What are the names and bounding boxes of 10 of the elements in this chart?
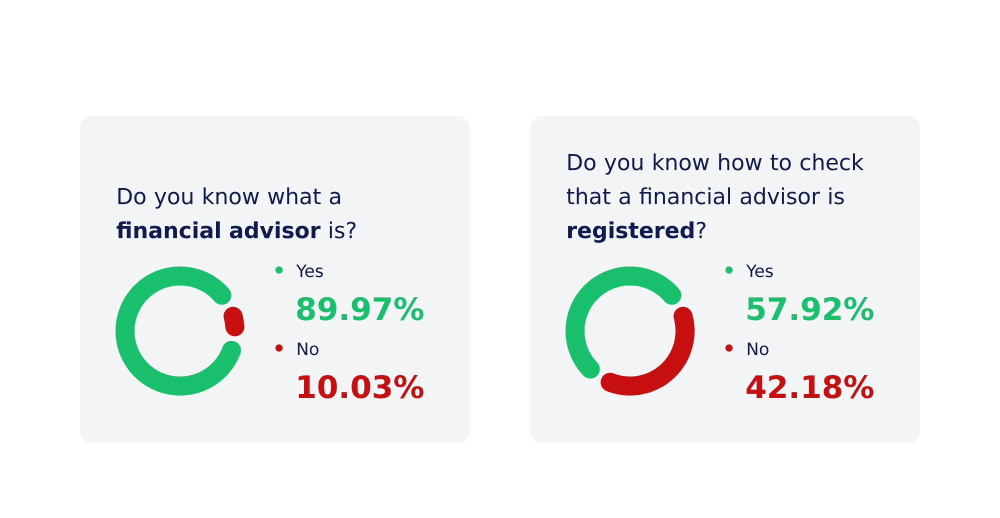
data-label: 10.03% bbox=[298, 374, 424, 398]
legend-label: Yes bbox=[296, 264, 323, 278]
chart-title: Do you know what a financial advisor is? bbox=[116, 187, 356, 238]
data-label: 57.92% bbox=[748, 296, 874, 320]
data-label: 89.97% bbox=[297, 296, 424, 320]
legend-label: No bbox=[298, 342, 318, 356]
data-label: 42.18% bbox=[746, 374, 874, 398]
legend-label: No bbox=[748, 342, 768, 356]
chart-title: Do you know how to check that a financial advisor is registered? bbox=[566, 153, 864, 243]
legend-label: Yes bbox=[746, 264, 773, 278]
